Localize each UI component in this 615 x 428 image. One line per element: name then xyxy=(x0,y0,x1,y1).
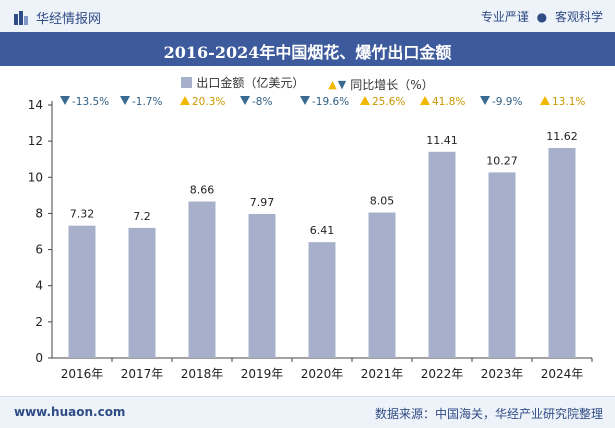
bar-value-label: 6.41 xyxy=(310,224,335,237)
x-tick-label: 2021年 xyxy=(361,367,404,381)
growth-up-triangle-icon xyxy=(180,96,190,105)
bar-value-label: 11.41 xyxy=(426,134,458,147)
y-tick-label: 4 xyxy=(35,279,43,293)
growth-label: -19.6% xyxy=(312,96,349,108)
x-tick-label: 2019年 xyxy=(241,367,284,381)
y-tick-label: 14 xyxy=(28,98,43,112)
legend-item-amount: 出口金额（亿美元） xyxy=(181,74,304,91)
triangle-up-icon: ▲ xyxy=(328,78,337,91)
footer-banner: www.huaon.com 数据来源：中国海关，华经产业研究院整理 xyxy=(0,396,615,428)
bar xyxy=(248,213,276,358)
growth-down-triangle-icon xyxy=(120,96,130,105)
title-bar: 2016-2024年中国烟花、爆竹出口金额 xyxy=(0,32,615,66)
bar-value-label: 10.27 xyxy=(486,154,518,167)
growth-label: 13.1% xyxy=(552,96,585,108)
x-tick-label: 2024年 xyxy=(541,367,584,381)
brand-name: 华经情报网 xyxy=(36,12,102,27)
legend-item-growth: ▲ ▼ 同比增长（%） xyxy=(328,76,433,93)
legend-label-growth: 同比增长（%） xyxy=(350,78,434,92)
website-link[interactable]: www.huaon.com xyxy=(14,405,126,419)
legend-label-amount: 出口金额（亿美元） xyxy=(196,76,305,90)
x-tick-label: 2020年 xyxy=(301,367,344,381)
bar-value-label: 7.32 xyxy=(70,208,95,221)
growth-label: -13.5% xyxy=(72,96,109,108)
bar-value-label: 7.97 xyxy=(250,196,275,209)
x-tick-label: 2018年 xyxy=(181,367,224,381)
bar xyxy=(68,225,96,358)
bar xyxy=(128,227,156,358)
bar xyxy=(548,148,576,358)
slogan: 专业严谨 ● 客观科学 xyxy=(481,8,603,25)
x-tick-label: 2016年 xyxy=(61,367,104,381)
growth-label: -1.7% xyxy=(132,96,162,108)
brand: 华经情报网 xyxy=(14,8,101,27)
x-tick-label: 2023年 xyxy=(481,367,524,381)
y-tick-label: 12 xyxy=(28,134,43,148)
y-tick-label: 2 xyxy=(35,315,43,329)
bar-value-label: 11.62 xyxy=(546,130,578,143)
triangle-down-icon: ▼ xyxy=(337,78,347,91)
y-tick-label: 0 xyxy=(35,351,43,365)
slogan-separator: ● xyxy=(536,10,548,24)
y-tick-label: 6 xyxy=(35,243,43,257)
x-tick-label: 2017年 xyxy=(121,367,164,381)
y-tick-label: 10 xyxy=(28,170,43,184)
growth-label: 20.3% xyxy=(192,96,225,108)
bar-value-label: 7.2 xyxy=(133,210,151,223)
bar xyxy=(368,212,396,358)
bar xyxy=(428,151,456,358)
bar xyxy=(488,172,516,358)
growth-up-triangle-icon xyxy=(420,96,430,105)
chart-title: 2016-2024年中国烟花、爆竹出口金额 xyxy=(163,43,452,62)
growth-down-triangle-icon xyxy=(240,96,250,105)
growth-up-triangle-icon xyxy=(540,96,550,105)
slogan-left: 专业严谨 xyxy=(480,10,529,24)
growth-down-triangle-icon xyxy=(300,96,310,105)
bar-value-label: 8.05 xyxy=(370,195,395,208)
growth-up-triangle-icon xyxy=(360,96,370,105)
brand-logo-icon xyxy=(14,10,28,25)
slogan-right: 客观科学 xyxy=(554,10,603,24)
growth-label: 25.6% xyxy=(372,96,405,108)
growth-label: 41.8% xyxy=(432,96,465,108)
data-source-note: 数据来源：中国海关，华经产业研究院整理 xyxy=(374,407,603,421)
bar xyxy=(308,242,336,358)
y-tick-label: 8 xyxy=(35,206,43,220)
legend-swatch-bar xyxy=(181,77,193,88)
chart-legend: 出口金额（亿美元） ▲ ▼ 同比增长（%） xyxy=(0,74,615,93)
growth-label: -9.9% xyxy=(492,96,522,108)
growth-down-triangle-icon xyxy=(60,96,70,105)
growth-label: -8% xyxy=(252,96,272,108)
growth-down-triangle-icon xyxy=(480,96,490,105)
x-tick-label: 2022年 xyxy=(421,367,464,381)
bar xyxy=(188,201,216,358)
bar-value-label: 8.66 xyxy=(190,184,215,197)
